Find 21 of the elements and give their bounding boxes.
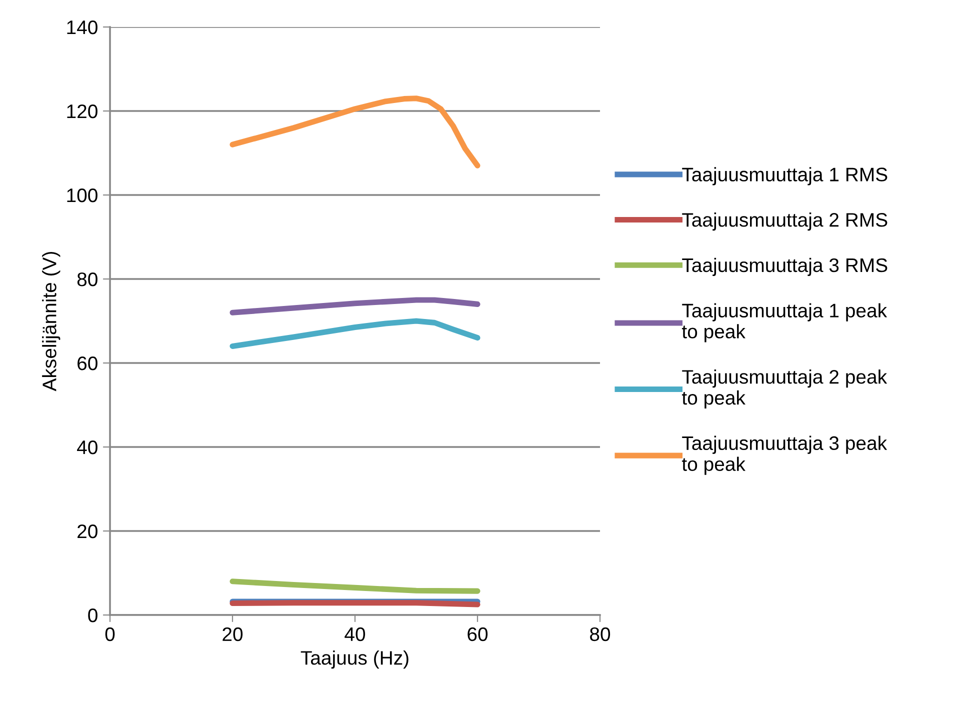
y-tick-label: 20: [78, 524, 98, 538]
legend-label: Taajuusmuuttaja 1 RMS: [682, 167, 888, 186]
x-tick-label: 60: [468, 627, 488, 642]
legend-label: Taajuusmuuttaja 2 RMS: [682, 212, 888, 231]
y-tick-label: 0: [88, 608, 98, 622]
legend-label: Taajuusmuuttaja 3 peak to peak: [682, 436, 888, 475]
legend-label: Taajuusmuuttaja 1 peak to peak: [682, 303, 888, 342]
y-axis-title: Akselijännite (V): [42, 252, 60, 392]
x-tick-label: 80: [590, 627, 610, 642]
y-tick-label: 140: [67, 20, 98, 34]
legend-label: Taajuusmuuttaja 2 peak to peak: [682, 369, 888, 409]
legend-label: Taajuusmuuttaja 3 RMS: [682, 258, 888, 276]
x-tick-label: 20: [222, 627, 243, 642]
x-tick-label: 40: [344, 627, 366, 642]
y-tick-label: 80: [77, 272, 98, 286]
x-tick-label: 0: [105, 627, 115, 642]
y-tick-label: 40: [77, 440, 98, 454]
x-axis-title: Taajuus (Hz): [300, 650, 408, 669]
y-tick-label: 60: [78, 356, 98, 370]
y-tick-label: 120: [67, 104, 98, 118]
y-tick-label: 100: [67, 188, 98, 202]
